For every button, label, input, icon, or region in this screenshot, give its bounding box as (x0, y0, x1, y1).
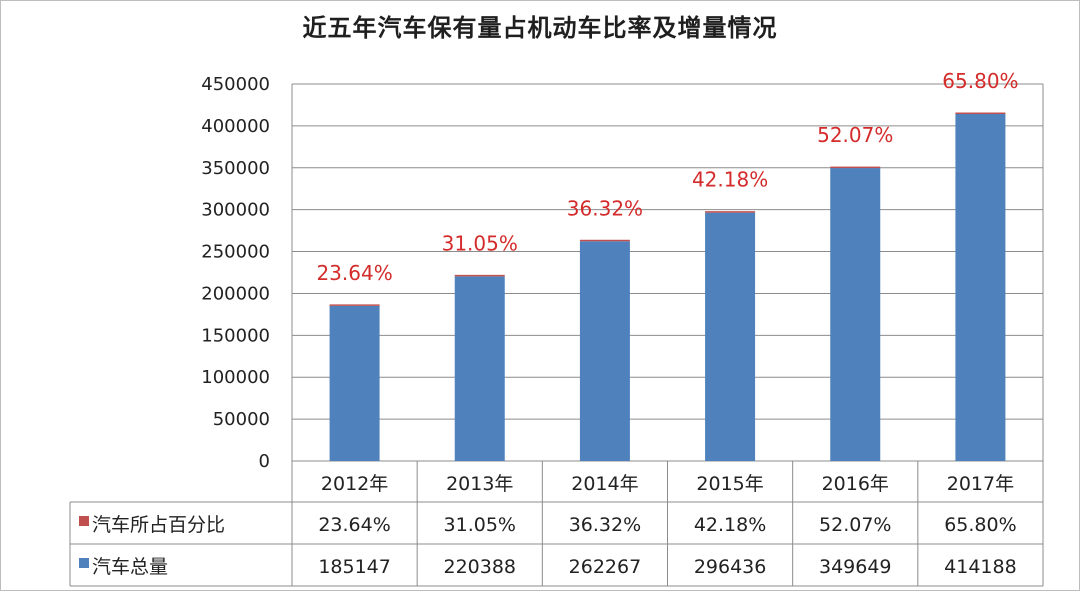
table-cell-total: 296436 (694, 556, 767, 578)
x-tick-label: 2013年 (446, 473, 513, 495)
table-cell-percentage: 36.32% (569, 514, 641, 536)
bar-total (329, 305, 380, 461)
legend-label-total: 汽车总量 (92, 556, 168, 578)
x-tick-label: 2017年 (947, 473, 1014, 495)
table-cell-percentage: 65.80% (944, 514, 1016, 536)
x-tick-label: 2015年 (696, 473, 763, 495)
table-cell-total: 262267 (569, 556, 642, 578)
y-tick-label: 100000 (201, 367, 270, 388)
table-cell-total: 414188 (944, 556, 1017, 578)
legend-label-percentage: 汽车所占百分比 (92, 514, 225, 536)
bar-total (830, 168, 881, 461)
bar-total (454, 276, 505, 461)
data-label: 65.80% (942, 69, 1018, 93)
data-label: 42.18% (692, 168, 768, 192)
bar-percentage (579, 239, 630, 242)
data-label: 31.05% (442, 231, 518, 255)
y-tick-label: 150000 (201, 325, 270, 346)
y-tick-label: 50000 (213, 409, 270, 430)
bar-total (955, 114, 1006, 461)
bar-percentage (830, 166, 881, 169)
y-tick-label: 350000 (201, 158, 270, 179)
bar-total (705, 212, 756, 461)
y-tick-label: 0 (259, 451, 270, 472)
y-tick-label: 450000 (201, 74, 270, 95)
y-tick-label: 250000 (201, 242, 270, 263)
bar-percentage (329, 304, 380, 306)
data-label: 36.32% (567, 196, 643, 220)
y-tick-label: 400000 (201, 116, 270, 137)
data-label: 52.07% (817, 123, 893, 147)
table-cell-total: 220388 (443, 556, 516, 578)
table-cell-percentage: 52.07% (819, 514, 891, 536)
data-label: 23.64% (316, 261, 392, 285)
chart-title: 近五年汽车保有量占机动车比率及增量情况 (302, 14, 778, 42)
y-tick-label: 200000 (201, 283, 270, 304)
bar-percentage (955, 112, 1006, 115)
table-cell-total: 349649 (819, 556, 892, 578)
table-cell-total: 185147 (318, 556, 391, 578)
table-cell-percentage: 42.18% (694, 514, 766, 536)
legend-key-total (79, 558, 89, 568)
x-tick-label: 2016年 (822, 473, 889, 495)
x-tick-label: 2014年 (571, 473, 638, 495)
bar-total (579, 241, 630, 461)
table-cell-percentage: 31.05% (444, 514, 516, 536)
y-tick-label: 300000 (201, 200, 270, 221)
x-tick-label: 2012年 (321, 473, 388, 495)
table-cell-percentage: 23.64% (318, 514, 390, 536)
legend-key-percentage (79, 516, 89, 526)
bar-percentage (705, 211, 756, 213)
bar-percentage (454, 274, 505, 277)
